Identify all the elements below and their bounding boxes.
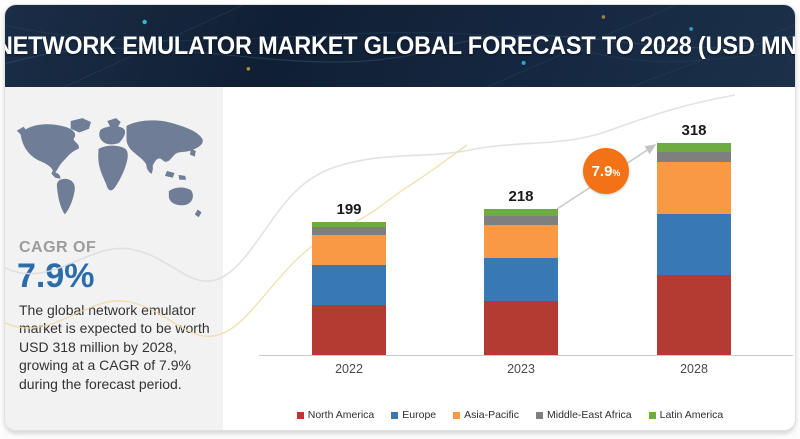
legend-label: Middle-East Africa — [547, 409, 632, 421]
legend-label: Asia-Pacific — [464, 409, 519, 421]
legend-item-latin-america: Latin America — [648, 409, 724, 421]
bar-total-label: 318 — [681, 121, 707, 139]
segment-north-america — [484, 300, 558, 356]
segment-europe — [312, 265, 386, 305]
x-axis-label-2028: 2028 — [680, 362, 708, 376]
stacked-bar-chart: 199 2022 218 2023 318 2028 — [5, 87, 795, 430]
chart-legend: North America Europe Asia-Pacific Middle-Ea… — [223, 409, 795, 421]
badge-unit: % — [612, 167, 621, 178]
segment-middle-east-africa — [657, 152, 731, 162]
segment-latin-america — [484, 209, 558, 217]
header-banner: NETWORK EMULATOR MARKET GLOBAL FORECAST … — [5, 5, 795, 87]
bar-total-label: 218 — [508, 188, 534, 206]
segment-asia-pacific — [484, 225, 558, 258]
legend-item-europe: Europe — [391, 409, 436, 421]
x-axis-line — [259, 355, 793, 356]
segment-asia-pacific — [657, 162, 731, 215]
content-area: CAGR OF 7.9% The global network emulator… — [5, 87, 795, 430]
segment-europe — [484, 257, 558, 301]
legend-label: Latin America — [659, 409, 724, 421]
network-lines-decoration — [5, 5, 795, 87]
segment-middle-east-africa — [484, 216, 558, 226]
legend-item-north-america: North America — [296, 409, 375, 421]
bar-2022: 199 — [312, 201, 386, 355]
legend-swatch-icon — [296, 411, 304, 419]
legend-item-asia-pacific: Asia-Pacific — [453, 409, 519, 421]
legend-label: Europe — [402, 409, 437, 421]
segment-middle-east-africa — [312, 227, 386, 235]
report-card: NETWORK EMULATOR MARKET GLOBAL FORECAST … — [4, 4, 796, 431]
page-title: NETWORK EMULATOR MARKET GLOBAL FORECAST … — [5, 31, 795, 60]
bar-2028: 318 — [657, 122, 731, 356]
badge-value: 7.9 — [591, 162, 613, 180]
legend-item-middle-east-africa: Middle-East Africa — [536, 409, 632, 421]
legend-label: North America — [307, 409, 375, 421]
legend-swatch-icon — [536, 411, 543, 419]
legend-swatch-icon — [453, 411, 461, 419]
bar-total-label: 199 — [336, 201, 362, 219]
bar-2023: 218 — [484, 188, 558, 356]
segment-asia-pacific — [312, 234, 386, 266]
growth-rate-badge: 7.9% — [583, 148, 629, 194]
x-axis-label-2023: 2023 — [507, 362, 535, 376]
segment-europe — [657, 214, 731, 275]
legend-swatch-icon — [648, 411, 656, 419]
x-axis-label-2022: 2022 — [335, 362, 363, 376]
segment-latin-america — [657, 142, 731, 152]
legend-swatch-icon — [391, 411, 399, 419]
segment-north-america — [312, 304, 386, 355]
segment-north-america — [657, 274, 731, 356]
